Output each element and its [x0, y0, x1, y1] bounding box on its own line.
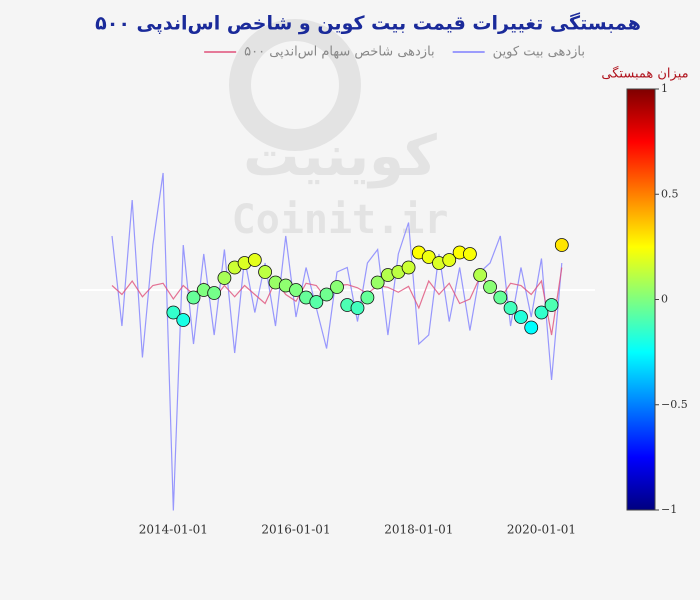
correlation-point	[350, 301, 365, 315]
series-line	[111, 172, 563, 511]
x-tick-label: 2014-01-01	[139, 523, 208, 537]
watermark-logo	[229, 19, 361, 151]
colorbar-tick-label: 1	[661, 82, 668, 95]
correlation-point	[421, 250, 436, 264]
colorbar-title: میزان همبستگی	[601, 66, 688, 82]
watermark: کوینیت	[243, 124, 437, 189]
colorbar-tick-label: 0.5	[661, 187, 679, 200]
correlation-point	[289, 283, 303, 297]
x-tick-label: 2018-01-01	[384, 523, 453, 537]
chart-title: همبستگی تغییرات قیمت بیت کوین و شاخص اس‌…	[95, 12, 641, 35]
correlation-point	[534, 305, 549, 320]
legend-label: بازدهی شاخص سهام اس‌اندپی ۵۰۰	[244, 45, 435, 60]
colorbar-tick-label: −1	[661, 503, 677, 516]
correlation-point	[493, 290, 508, 305]
x-tick-label: 2020-01-01	[507, 523, 576, 537]
correlation-point	[483, 280, 497, 294]
correlation-point	[360, 290, 375, 305]
correlation-point	[524, 320, 539, 335]
correlation-point	[247, 253, 262, 267]
correlation-point	[544, 298, 559, 312]
correlation-point	[401, 260, 416, 275]
correlation-point	[370, 275, 385, 290]
correlation-point	[217, 271, 232, 285]
correlation-point	[554, 238, 569, 252]
correlation-point	[463, 247, 477, 261]
legend-label: بازدهی بیت کوین	[493, 45, 585, 60]
watermark: Coinit.ir	[232, 197, 449, 243]
correlation-point	[442, 253, 457, 267]
correlation-point	[330, 280, 344, 294]
correlation-point	[319, 287, 334, 302]
correlation-point	[176, 313, 191, 327]
correlation-point	[473, 268, 488, 282]
correlation-point	[258, 265, 272, 279]
correlation-point	[207, 286, 222, 300]
colorbar	[626, 88, 656, 511]
correlation-point	[186, 290, 201, 305]
correlation-point	[166, 305, 181, 320]
colorbar-tick-label: −0.5	[661, 398, 688, 411]
x-tick-label: 2016-01-01	[261, 523, 330, 537]
correlation-point	[503, 301, 518, 315]
correlation-point	[309, 295, 324, 309]
correlation-point	[514, 310, 528, 324]
colorbar-tick-label: 0	[661, 293, 668, 306]
